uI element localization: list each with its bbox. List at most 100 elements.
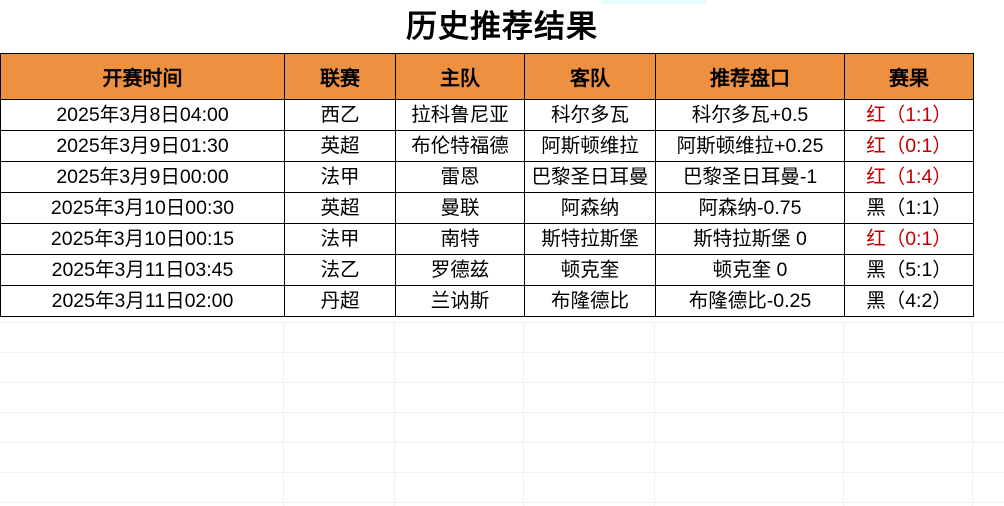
cell-away-team-text: 斯特拉斯堡 <box>541 228 639 250</box>
gridline-horizontal <box>0 502 1004 503</box>
cell-away-team-text: 阿森纳 <box>560 197 620 219</box>
page-title: 历史推荐结果 <box>0 0 1004 53</box>
table-row: 2025年3月9日00:00 法甲 雷恩 巴黎圣日耳曼 巴黎圣日耳曼-1 红（1:4） <box>0 161 974 193</box>
cell-away-team[interactable]: 阿森纳 <box>524 192 656 224</box>
cell-league[interactable]: 法甲 <box>284 161 396 193</box>
gridline-horizontal <box>0 382 1004 383</box>
cell-home-team[interactable]: 雷恩 <box>395 161 525 193</box>
cell-home-team-text: 南特 <box>440 228 480 250</box>
cell-result-text: 黑（4:2） <box>866 290 952 312</box>
cell-home-team-text: 罗德兹 <box>430 259 490 281</box>
cell-handicap[interactable]: 顿克奎 0 <box>655 254 845 286</box>
column-header-result[interactable]: 赛果 <box>844 53 974 100</box>
column-header-time[interactable]: 开赛时间 <box>0 53 285 100</box>
cell-home-team[interactable]: 罗德兹 <box>395 254 525 286</box>
cell-time[interactable]: 2025年3月10日00:30 <box>0 192 285 224</box>
cell-time-text: 2025年3月11日02:00 <box>51 290 234 312</box>
cell-handicap[interactable]: 阿森纳-0.75 <box>655 192 845 224</box>
cell-result-text: 红（1:1） <box>866 104 952 126</box>
cell-home-team-text: 兰讷斯 <box>430 290 490 312</box>
cell-away-team[interactable]: 顿克奎 <box>524 254 656 286</box>
cell-handicap-text: 斯特拉斯堡 0 <box>693 228 807 250</box>
column-header-home-team[interactable]: 主队 <box>395 53 525 100</box>
cell-result[interactable]: 红（0:1） <box>844 223 974 255</box>
cell-home-team[interactable]: 南特 <box>395 223 525 255</box>
cell-time-text: 2025年3月10日00:30 <box>50 197 235 219</box>
cell-result[interactable]: 黑（4:2） <box>844 285 974 317</box>
cell-away-team[interactable]: 巴黎圣日耳曼 <box>524 161 656 193</box>
column-header-league[interactable]: 联赛 <box>284 53 396 100</box>
cell-home-team[interactable]: 曼联 <box>395 192 525 224</box>
table-row: 2025年3月10日00:30 英超 曼联 阿森纳 阿森纳-0.75 黑（1:1） <box>0 192 974 224</box>
cell-away-team-text: 阿斯顿维拉 <box>541 135 639 157</box>
header-row: 开赛时间 联赛 主队 客队 推荐盘口 赛果 <box>0 53 974 100</box>
gridline-vertical <box>654 322 655 506</box>
cell-handicap-text: 顿克奎 0 <box>712 259 788 281</box>
cell-home-team[interactable]: 拉科鲁尼亚 <box>395 99 525 131</box>
cell-away-team-text: 巴黎圣日耳曼 <box>531 166 649 188</box>
cell-handicap[interactable]: 巴黎圣日耳曼-1 <box>655 161 845 193</box>
gridline-vertical <box>972 322 973 506</box>
cell-league-text: 法甲 <box>320 228 360 250</box>
gridline-vertical <box>843 322 844 506</box>
gridline-horizontal <box>0 472 1004 473</box>
cell-time[interactable]: 2025年3月8日04:00 <box>0 99 285 131</box>
table-row: 2025年3月8日04:00 西乙 拉科鲁尼亚 科尔多瓦 科尔多瓦+0.5 红（1:1） <box>0 99 974 131</box>
cell-league[interactable]: 法乙 <box>284 254 396 286</box>
cell-league-text: 英超 <box>320 135 360 157</box>
cell-league[interactable]: 英超 <box>284 130 396 162</box>
cell-league[interactable]: 英超 <box>284 192 396 224</box>
cell-result[interactable]: 红（0:1） <box>844 130 974 162</box>
gridline-vertical <box>523 322 524 506</box>
cell-away-team-text: 顿克奎 <box>560 259 620 281</box>
cell-handicap-text: 阿森纳-0.75 <box>698 197 802 219</box>
cell-away-team-text: 科尔多瓦 <box>550 104 629 126</box>
table-row: 2025年3月9日01:30 英超 布伦特福德 阿斯顿维拉 阿斯顿维拉+0.25 红（0:… <box>0 130 974 162</box>
cell-league[interactable]: 法甲 <box>284 223 396 255</box>
cell-away-team[interactable]: 阿斯顿维拉 <box>524 130 656 162</box>
cell-away-team-text: 布隆德比 <box>550 290 629 312</box>
gridline-vertical <box>394 322 395 506</box>
cell-away-team[interactable]: 科尔多瓦 <box>524 99 656 131</box>
cell-away-team[interactable]: 斯特拉斯堡 <box>524 223 656 255</box>
cell-time[interactable]: 2025年3月11日03:45 <box>0 254 285 286</box>
cell-result-text: 黑（1:1） <box>866 197 952 219</box>
cell-result-text: 红（0:1） <box>866 228 952 250</box>
cell-time[interactable]: 2025年3月9日00:00 <box>0 161 285 193</box>
cell-result[interactable]: 红（1:1） <box>844 99 974 131</box>
table-row: 2025年3月11日02:00 丹超 兰讷斯 布隆德比 布隆德比-0.25 黑（4:2） <box>0 285 974 317</box>
cell-home-team[interactable]: 布伦特福德 <box>395 130 525 162</box>
cell-league[interactable]: 西乙 <box>284 99 396 131</box>
table-row: 2025年3月10日00:15 法甲 南特 斯特拉斯堡 斯特拉斯堡 0 红（0:1） <box>0 223 974 255</box>
cell-league-text: 法甲 <box>320 166 360 188</box>
column-header-away-team[interactable]: 客队 <box>524 53 656 100</box>
cell-time-text: 2025年3月9日01:30 <box>56 135 229 157</box>
cell-handicap[interactable]: 布隆德比-0.25 <box>655 285 845 317</box>
cell-result[interactable]: 黑（5:1） <box>844 254 974 286</box>
history-results-table: 开赛时间 联赛 主队 客队 推荐盘口 赛果 2025年3月8日04:00 西乙 拉科… <box>0 53 974 317</box>
cell-home-team[interactable]: 兰讷斯 <box>395 285 525 317</box>
cell-handicap[interactable]: 科尔多瓦+0.5 <box>655 99 845 131</box>
cell-result[interactable]: 黑（1:1） <box>844 192 974 224</box>
cell-handicap-text: 巴黎圣日耳曼-1 <box>682 166 818 188</box>
cell-handicap[interactable]: 斯特拉斯堡 0 <box>655 223 845 255</box>
cell-time[interactable]: 2025年3月11日02:00 <box>0 285 285 317</box>
cell-away-team[interactable]: 布隆德比 <box>524 285 656 317</box>
cell-league-text: 法乙 <box>320 259 360 281</box>
cell-handicap[interactable]: 阿斯顿维拉+0.25 <box>655 130 845 162</box>
cell-league-text: 西乙 <box>320 104 360 126</box>
column-header-handicap[interactable]: 推荐盘口 <box>655 53 845 100</box>
cell-time[interactable]: 2025年3月10日00:15 <box>0 223 285 255</box>
cell-result[interactable]: 红（1:4） <box>844 161 974 193</box>
cell-handicap-text: 布隆德比-0.25 <box>688 290 812 312</box>
selection-highlight-sliver <box>602 0 706 4</box>
cell-home-team-text: 曼联 <box>440 197 480 219</box>
cell-time-text: 2025年3月10日00:15 <box>50 228 235 250</box>
cell-time[interactable]: 2025年3月9日01:30 <box>0 130 285 162</box>
cell-home-team-text: 布伦特福德 <box>411 135 509 157</box>
cell-league[interactable]: 丹超 <box>284 285 396 317</box>
table-body: 2025年3月8日04:00 西乙 拉科鲁尼亚 科尔多瓦 科尔多瓦+0.5 红（1:1） 2… <box>0 99 974 317</box>
trailing-empty-column <box>972 53 1004 322</box>
cell-handicap-text: 科尔多瓦+0.5 <box>691 104 809 126</box>
